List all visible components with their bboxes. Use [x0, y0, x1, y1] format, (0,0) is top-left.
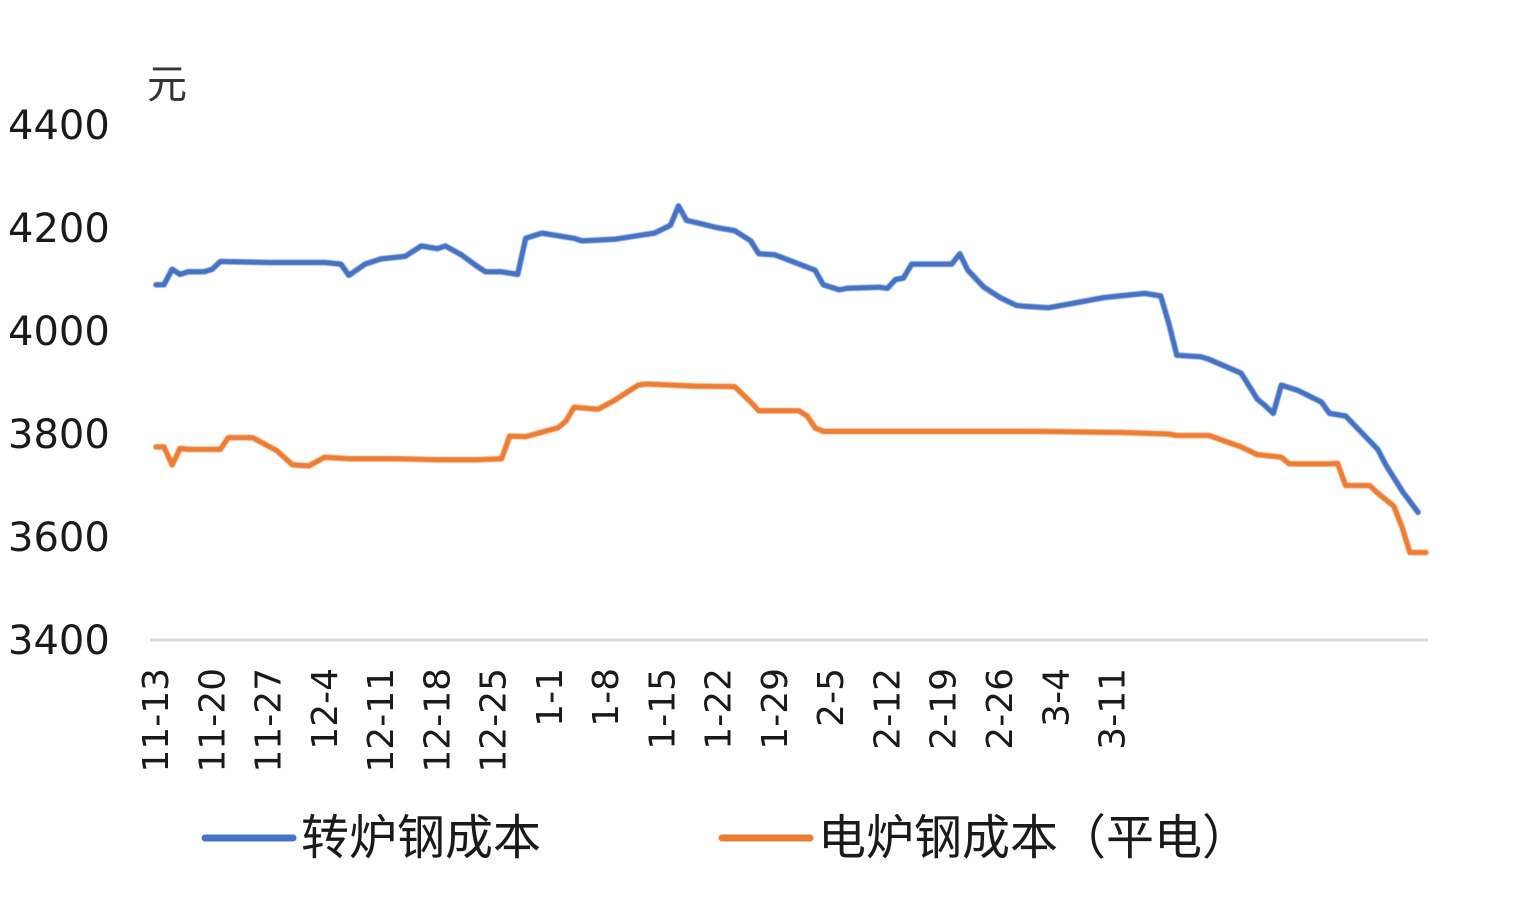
y-axis-ticks: 4400 4200 4000 3800 3600 3400 — [8, 103, 110, 664]
x-tick-label: 12-18 — [417, 668, 458, 773]
x-tick-label: 2-26 — [980, 668, 1021, 750]
x-tick-label: 1-22 — [699, 668, 740, 750]
x-tick-label: 12-11 — [361, 668, 402, 773]
x-tick-label: 3-11 — [1093, 668, 1134, 750]
y-tick-label: 3400 — [8, 618, 110, 664]
x-tick-label: 2-5 — [811, 668, 852, 727]
x-tick-label: 11-27 — [249, 668, 290, 773]
x-tick-label: 1-1 — [530, 668, 571, 727]
y-tick-label: 3800 — [8, 412, 110, 458]
x-tick-label: 2-12 — [867, 668, 908, 750]
x-tick-label: 1-29 — [755, 668, 796, 750]
legend: 转炉钢成本 电炉钢成本（平电） — [201, 810, 1250, 866]
x-tick-label: 12-25 — [474, 668, 515, 773]
y-tick-label: 4000 — [8, 309, 110, 355]
x-tick-label: 11-13 — [136, 668, 177, 773]
y-tick-label: 4400 — [8, 103, 110, 149]
legend-label-0: 转炉钢成本 — [301, 810, 541, 866]
y-tick-label: 4200 — [8, 206, 110, 252]
x-tick-label: 12-4 — [305, 668, 346, 750]
x-tick-label: 2-19 — [924, 668, 965, 750]
x-tick-label: 3-4 — [1036, 668, 1077, 727]
y-axis-unit-label: 元 — [147, 62, 187, 108]
y-tick-label: 3600 — [8, 515, 110, 561]
series-line-1 — [153, 381, 1429, 556]
x-tick-label: 11-20 — [192, 668, 233, 773]
legend-label-1: 电炉钢成本（平电） — [818, 810, 1250, 866]
x-tick-label: 1-8 — [586, 668, 627, 727]
series-line-0 — [153, 203, 1421, 516]
series-lines — [153, 203, 1429, 556]
x-axis-ticks: 11-13 11-20 11-27 12-4 12-11 12-18 12-25 1-1 1-8… — [136, 668, 1134, 773]
x-tick-label: 1-15 — [642, 668, 683, 750]
